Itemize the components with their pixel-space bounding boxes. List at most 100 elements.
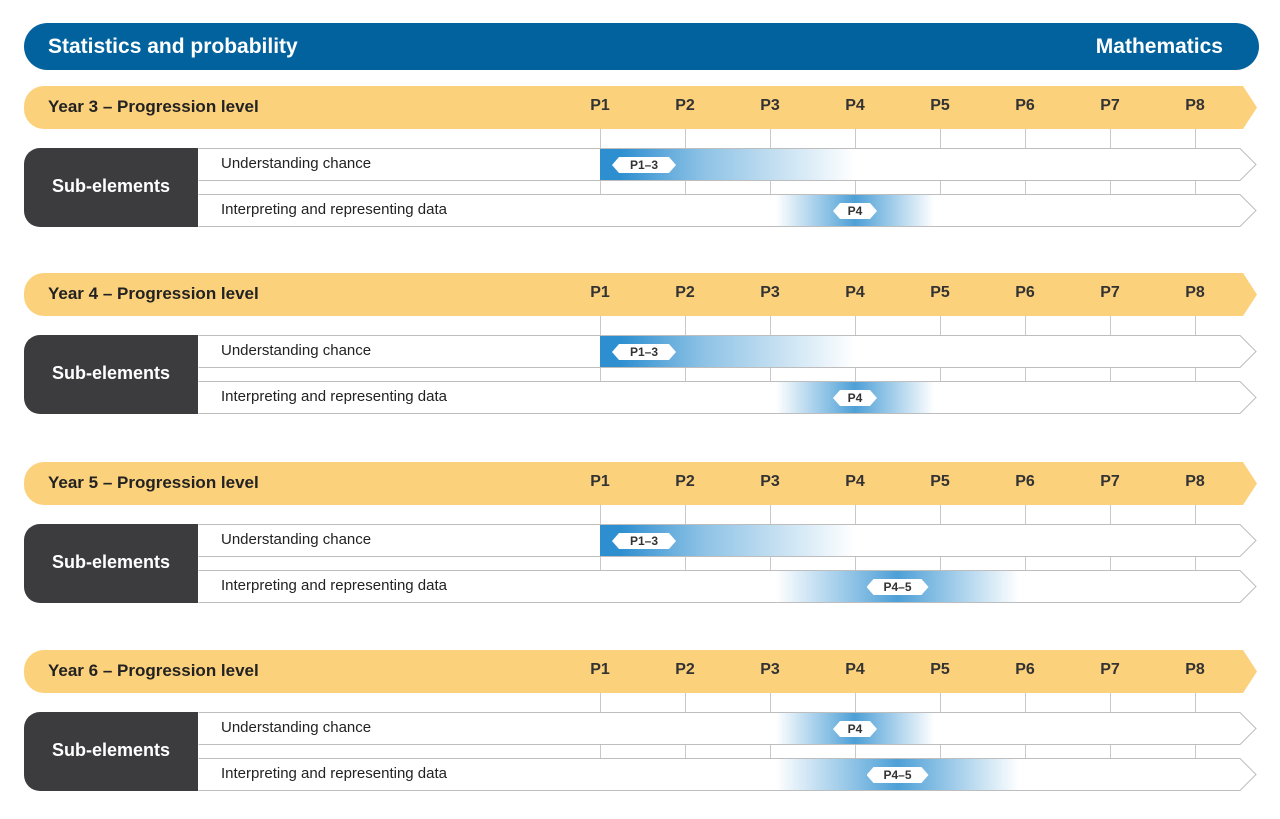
- year-block: Year 3 – Progression level P1 P2 P3 P4 P5 P6 P7…: [0, 86, 1280, 246]
- row-outline: [198, 194, 1257, 227]
- grid-tick: [1025, 693, 1026, 712]
- row-outline-path: [198, 148, 1257, 181]
- grid-tick: [770, 557, 771, 570]
- grid-tick: [1025, 745, 1026, 758]
- grid-tick: [1110, 505, 1111, 524]
- sub-element-label: Understanding chance: [221, 531, 372, 548]
- grid-tick: [855, 505, 856, 524]
- sub-element-row: Interpreting and representing data P4–5: [198, 758, 1258, 791]
- row-outline-path: [198, 194, 1257, 227]
- grid-tick: [685, 368, 686, 381]
- grid-tick: [855, 693, 856, 712]
- row-outline-path: [198, 335, 1257, 368]
- progression-level-header: P3: [760, 661, 780, 678]
- progression-level-header: P8: [1185, 661, 1205, 678]
- level-badge: P4: [833, 390, 877, 406]
- grid-tick: [600, 745, 601, 758]
- grid-tick: [770, 745, 771, 758]
- year-label: Year 5 – Progression level: [48, 473, 259, 492]
- grid-tick: [855, 557, 856, 570]
- sub-element-row: Interpreting and representing data P4–5: [198, 570, 1258, 603]
- row-outline: [198, 335, 1257, 368]
- sub-element-row: Understanding chance P1–3: [198, 148, 1258, 181]
- grid-tick: [600, 368, 601, 381]
- sub-element-row: Interpreting and representing data P4: [198, 194, 1258, 227]
- progression-level-header: P6: [1015, 473, 1035, 490]
- sub-elements-label: Sub-elements: [51, 363, 171, 383]
- year-block: Year 6 – Progression level P1 P2 P3 P4 P5 P6 P7…: [0, 650, 1280, 810]
- grid-tick: [940, 745, 941, 758]
- progression-level-header: P5: [930, 473, 950, 490]
- grid-tick: [940, 368, 941, 381]
- year-progression-bar: [24, 273, 1257, 316]
- row-outline-path: [198, 570, 1257, 603]
- sub-elements-panel: Sub-elements: [24, 148, 198, 227]
- progression-level-header: P6: [1015, 661, 1035, 678]
- progression-level-header: P2: [675, 661, 695, 678]
- grid-tick: [600, 557, 601, 570]
- grid-tick: [685, 129, 686, 148]
- grid-tick: [1195, 693, 1196, 712]
- grid-tick: [685, 557, 686, 570]
- level-badge: P4: [833, 721, 877, 737]
- progression-level-header: P7: [1100, 473, 1120, 490]
- grid-tick: [940, 505, 941, 524]
- progression-level-header: P2: [675, 473, 695, 490]
- grid-tick: [940, 129, 941, 148]
- grid-tick: [940, 316, 941, 335]
- progression-level-header: P1: [590, 661, 610, 678]
- grid-tick: [600, 693, 601, 712]
- progression-level-header: P4: [845, 661, 865, 678]
- grid-tick: [600, 129, 601, 148]
- grid-tick: [1025, 129, 1026, 148]
- grid-tick: [685, 693, 686, 712]
- progression-level-header: P6: [1015, 284, 1035, 301]
- row-outline-path: [198, 524, 1257, 557]
- progression-level-header: P2: [675, 97, 695, 114]
- sub-element-row: Understanding chance P4: [198, 712, 1258, 745]
- sub-element-label: Interpreting and representing data: [221, 765, 447, 782]
- sub-elements-panel: Sub-elements: [24, 335, 198, 414]
- grid-tick: [685, 181, 686, 194]
- page-header: Statistics and probability Mathematics: [24, 23, 1259, 70]
- sub-element-label: Understanding chance: [221, 719, 372, 736]
- grid-tick: [685, 316, 686, 335]
- grid-tick: [770, 316, 771, 335]
- sub-element-label: Understanding chance: [221, 342, 372, 359]
- progression-level-header: P4: [845, 97, 865, 114]
- year-progression-bar: [24, 650, 1257, 693]
- grid-tick: [600, 316, 601, 335]
- grid-tick: [1025, 316, 1026, 335]
- progression-level-header: P1: [590, 284, 610, 301]
- grid-tick: [1195, 316, 1196, 335]
- year-label: Year 4 – Progression level: [48, 284, 259, 303]
- row-outline-path: [198, 758, 1257, 791]
- grid-tick: [940, 181, 941, 194]
- row-outline: [198, 570, 1257, 603]
- sub-element-row: Interpreting and representing data P4: [198, 381, 1258, 414]
- grid-tick: [1110, 557, 1111, 570]
- grid-tick: [1195, 129, 1196, 148]
- sub-elements-label: Sub-elements: [51, 176, 171, 196]
- grid-tick: [940, 693, 941, 712]
- level-badge: P1–3: [612, 344, 676, 360]
- sub-element-label: Understanding chance: [221, 155, 372, 172]
- grid-tick: [600, 505, 601, 524]
- grid-tick: [770, 181, 771, 194]
- progression-level-header: P5: [930, 97, 950, 114]
- progression-level-header: P7: [1100, 97, 1120, 114]
- row-outline-path: [198, 381, 1257, 414]
- grid-tick: [1110, 316, 1111, 335]
- sub-element-row: Understanding chance P1–3: [198, 335, 1258, 368]
- year-progression-bar: [24, 462, 1257, 505]
- sub-elements-label: Sub-elements: [51, 552, 171, 572]
- grid-tick: [1110, 181, 1111, 194]
- grid-tick: [1110, 693, 1111, 712]
- sub-element-label: Interpreting and representing data: [221, 577, 447, 594]
- grid-tick: [770, 368, 771, 381]
- grid-tick: [855, 745, 856, 758]
- row-outline: [198, 524, 1257, 557]
- year-label: Year 3 – Progression level: [48, 97, 259, 116]
- grid-tick: [685, 505, 686, 524]
- progression-level-header: P4: [845, 473, 865, 490]
